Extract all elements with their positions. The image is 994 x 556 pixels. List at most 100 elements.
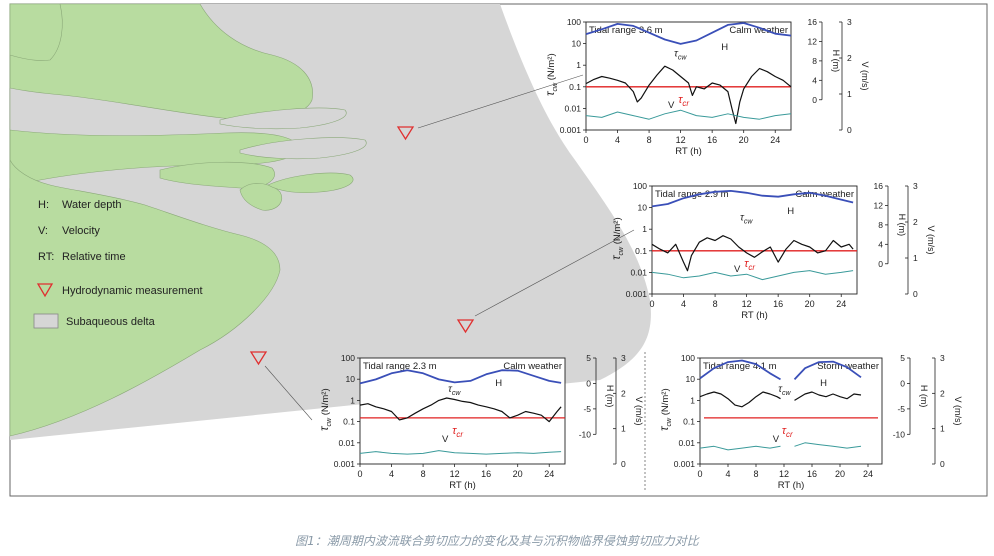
y-left-tick-label: 0.1 <box>569 82 581 92</box>
x-tick-label: 8 <box>421 469 426 479</box>
y-left-tick-label: 0.01 <box>678 438 695 448</box>
h-tick-label: 8 <box>878 220 883 230</box>
h-tick-label: 0 <box>812 95 817 105</box>
x-tick-label: 4 <box>389 469 394 479</box>
series-tau-cw-line <box>651 235 854 272</box>
series-h-line <box>699 359 781 381</box>
series-h-line <box>793 360 862 381</box>
legend-measurement-icon <box>36 283 54 298</box>
v-tick-label: 2 <box>913 217 918 227</box>
x-tick-label: 20 <box>513 469 523 479</box>
h-tick-label: -10 <box>893 429 906 439</box>
v-tick-label: 2 <box>847 53 852 63</box>
h-tick-label: -5 <box>583 404 591 414</box>
map-legend: H: Water depth V: Velocity RT: Relative … <box>33 199 203 329</box>
panel-title-p2: Tidal range 2.9 m <box>655 189 729 200</box>
x-tick-label: 4 <box>615 135 620 145</box>
h-tick-label: -10 <box>579 429 592 439</box>
h-tick-label: 0 <box>586 378 591 388</box>
v-tick-label: 1 <box>847 89 852 99</box>
y-left-tick-label: 0.1 <box>635 246 647 256</box>
tau-cw-label: τcw <box>674 49 687 62</box>
v-axis-label: V (m/s) <box>860 62 870 91</box>
x-axis-label: RT (h) <box>449 480 476 491</box>
series-v-line <box>699 445 781 451</box>
h-tick-label: 16 <box>874 181 884 191</box>
h-tick-label: 12 <box>808 36 818 46</box>
y-left-tick-label: 100 <box>681 353 695 363</box>
h-axis-label: H (m) <box>605 385 615 408</box>
x-tick-label: 12 <box>676 135 686 145</box>
y-left-axis-label: τcw (N/m²) <box>657 388 673 431</box>
x-tick-label: 0 <box>583 135 588 145</box>
tau-cr-label: τcr <box>744 258 755 272</box>
v-series-label: V <box>734 264 741 275</box>
x-tick-label: 16 <box>481 469 491 479</box>
y-left-tick-label: 0.1 <box>343 417 355 427</box>
panel-weather-p3: Calm weather <box>503 361 562 372</box>
y-left-tick-label: 0.01 <box>338 438 355 448</box>
legend-text-measurement: Hydrodynamic measurement <box>62 285 203 297</box>
plot-area-p4 <box>699 357 883 465</box>
channel-sandbars <box>219 107 367 160</box>
x-tick-label: 8 <box>753 469 758 479</box>
plot-area-p2 <box>651 185 858 295</box>
v-series-label: V <box>773 434 780 445</box>
y-left-tick-label: 1 <box>642 224 647 234</box>
tau-cw-label: τcw <box>778 384 791 397</box>
x-tick-label: 16 <box>707 135 717 145</box>
x-tick-label: 4 <box>681 299 686 309</box>
h-axis-label: H (m) <box>897 214 907 237</box>
tau-cw-label: τcw <box>448 384 461 397</box>
h-series-label: H <box>787 206 794 217</box>
series-h-line <box>585 22 792 45</box>
v-tick-label: 1 <box>621 424 626 434</box>
y-left-tick-label: 10 <box>638 203 648 213</box>
land-areas <box>9 3 354 437</box>
panel-weather-p4: Storm weather <box>817 361 879 372</box>
legend-text-velocity: Velocity <box>62 225 100 237</box>
tau-cr-label: τcr <box>782 425 793 439</box>
h-series-label: H <box>820 378 827 389</box>
v-axis-label: V (m/s) <box>634 397 644 426</box>
h-axis-label: H (m) <box>831 50 841 73</box>
h-tick-label: 8 <box>812 56 817 66</box>
y-left-tick-label: 10 <box>686 374 696 384</box>
measurement-marker-1 <box>396 126 415 141</box>
v-tick-label: 1 <box>940 424 945 434</box>
h-tick-label: 0 <box>900 378 905 388</box>
series-v-line <box>794 442 862 449</box>
y-left-tick-label: 100 <box>633 181 647 191</box>
x-tick-label: 12 <box>742 299 752 309</box>
tau-cr-label: τcr <box>452 425 463 439</box>
v-tick-label: 3 <box>621 353 626 363</box>
measurement-markers <box>249 74 635 421</box>
y-left-tick-label: 100 <box>567 17 581 27</box>
v-tick-label: 0 <box>940 459 945 469</box>
x-tick-label: 0 <box>697 469 702 479</box>
v-tick-label: 0 <box>621 459 626 469</box>
plot-area-p1 <box>585 21 792 131</box>
series-tau-cw-line <box>699 391 781 408</box>
x-tick-label: 16 <box>773 299 783 309</box>
y-left-tick-label: 1 <box>690 395 695 405</box>
y-left-tick-label: 100 <box>341 353 355 363</box>
h-series-label: H <box>495 378 502 389</box>
y-left-tick-label: 0.01 <box>564 103 581 113</box>
x-tick-label: 20 <box>739 135 749 145</box>
v-tick-label: 3 <box>913 181 918 191</box>
y-left-tick-label: 1 <box>576 60 581 70</box>
tau-cr-label: τcr <box>678 94 689 108</box>
series-tau-cw-line <box>794 391 862 401</box>
legend-delta-swatch <box>33 313 59 329</box>
tau-cw-label: τcw <box>740 213 753 226</box>
y-left-tick-label: 0.001 <box>560 125 582 135</box>
v-tick-label: 1 <box>913 253 918 263</box>
h-tick-label: 5 <box>900 353 905 363</box>
x-axis-label: RT (h) <box>778 480 805 491</box>
